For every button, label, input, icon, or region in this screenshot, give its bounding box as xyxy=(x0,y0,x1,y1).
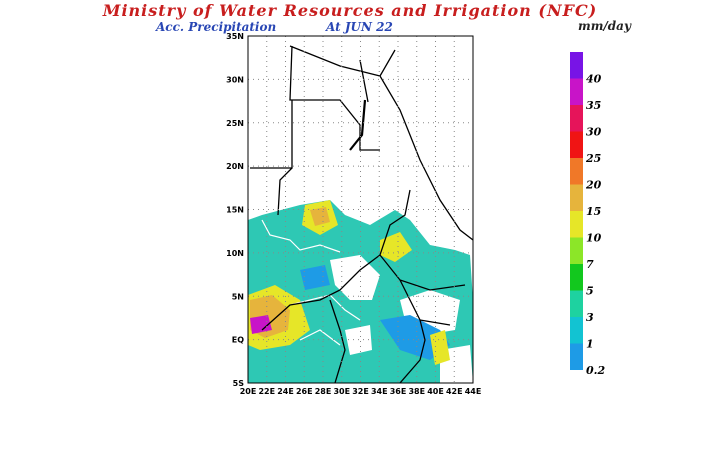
colorbar-segment xyxy=(570,264,583,291)
lon-label: 36E xyxy=(390,387,407,396)
colorbar-segment xyxy=(570,343,583,370)
colorbar-label: 35 xyxy=(586,99,601,112)
colorbar-segment xyxy=(570,131,583,158)
colorbar-label: 20 xyxy=(585,179,602,192)
lon-label: 34E xyxy=(371,387,388,396)
subtitle: Acc. Precipitation xyxy=(155,20,276,34)
lat-label: 30N xyxy=(226,75,244,84)
colorbar-segment xyxy=(570,105,583,132)
lat-label: 5S xyxy=(233,379,245,388)
lat-label: EQ xyxy=(232,336,244,345)
rain-extreme xyxy=(250,315,272,334)
colorbar-segment xyxy=(570,317,583,344)
lon-label: 32E xyxy=(352,387,369,396)
colorbar-label: 15 xyxy=(586,205,601,218)
colorbar-segment xyxy=(570,78,583,105)
colorbar-segment xyxy=(570,290,583,317)
colorbar-segment xyxy=(570,158,583,185)
lon-label: 24E xyxy=(277,387,294,396)
colorbar-label: 7 xyxy=(586,258,594,271)
subtitle-date: At JUN 22 xyxy=(325,20,393,34)
rain-high xyxy=(250,207,330,338)
colorbar-label: 3 xyxy=(586,311,594,324)
colorbar-label: 30 xyxy=(586,126,602,139)
lon-label: 28E xyxy=(315,387,332,396)
title: Ministry of Water Resources and Irrigati… xyxy=(102,1,598,20)
units: mm/day xyxy=(578,19,632,33)
colorbar-segment xyxy=(570,211,583,238)
rain-low xyxy=(300,265,450,360)
lon-label: 40E xyxy=(427,387,444,396)
lon-label: 26E xyxy=(296,387,313,396)
rain-mid xyxy=(248,200,450,365)
colorbar-segment xyxy=(570,184,583,211)
lon-label: 22E xyxy=(258,387,275,396)
lon-label: 42E xyxy=(446,387,463,396)
dry-patch xyxy=(330,255,473,383)
nile xyxy=(349,99,367,151)
lat-label: 25N xyxy=(226,119,244,128)
lat-label: 10N xyxy=(226,249,244,258)
map-frame xyxy=(247,35,474,384)
colorbar-label: 1 xyxy=(586,338,594,351)
colorbar-segment xyxy=(570,237,583,264)
map xyxy=(247,35,474,384)
lat-label: 20N xyxy=(226,162,244,171)
colorbar-label: 10 xyxy=(586,232,602,245)
lon-label: 30E xyxy=(333,387,350,396)
lon-label: 38E xyxy=(408,387,425,396)
lat-label: 35N xyxy=(226,32,244,41)
lat-label: 15N xyxy=(226,206,244,215)
lat-label: 5N xyxy=(232,292,244,301)
colorbar-label: 0.2 xyxy=(586,364,605,377)
colorbar-label: 25 xyxy=(585,152,601,165)
lon-label: 20E xyxy=(240,387,257,396)
colorbar-segment xyxy=(570,52,583,79)
colorbar-label: 5 xyxy=(586,285,594,298)
colorbar-label: 40 xyxy=(586,73,602,86)
lon-label: 44E xyxy=(465,387,482,396)
